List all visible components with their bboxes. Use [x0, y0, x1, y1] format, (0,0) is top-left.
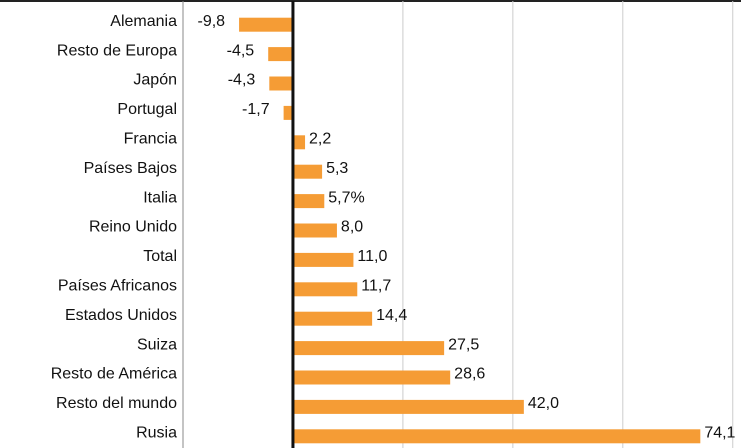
value-label: -4,3: [228, 72, 256, 89]
value-label: 11,0: [357, 248, 387, 265]
bar: [292, 429, 701, 444]
bar: [292, 194, 325, 209]
bar: [239, 17, 293, 32]
bar: [268, 47, 293, 62]
bar: [292, 164, 323, 179]
y-tick-label: Portugal: [117, 101, 177, 118]
y-tick-label: Resto de América: [51, 366, 177, 383]
bar: [292, 282, 358, 297]
y-tick-label: Resto del mundo: [56, 395, 177, 412]
bar: [283, 105, 293, 120]
bar: [269, 76, 293, 91]
value-label: 14,4: [376, 307, 407, 324]
value-label: 11,7: [361, 278, 391, 295]
y-tick-label: Total: [143, 248, 177, 265]
y-tick-label: Japón: [133, 72, 177, 89]
y-tick-label: Francia: [124, 131, 177, 148]
bar: [292, 135, 306, 150]
bar: [292, 252, 354, 267]
value-label: 74,1: [704, 425, 735, 442]
y-tick-label: Países Africanos: [58, 278, 177, 295]
bar: [292, 399, 524, 414]
y-tick-label: Estados Unidos: [65, 307, 177, 324]
bar: [292, 311, 373, 326]
value-label: 8,0: [341, 219, 363, 236]
bar: [292, 370, 451, 385]
value-label: 28,6: [454, 366, 485, 383]
value-label: 42,0: [528, 395, 559, 412]
y-tick-label: Alemania: [110, 13, 177, 30]
bar: [292, 341, 445, 356]
value-label: 27,5: [448, 336, 479, 353]
value-label: 5,7%: [328, 189, 364, 206]
value-label: -9,8: [197, 13, 225, 30]
y-tick-label: Resto de Europa: [57, 42, 177, 59]
y-tick-label: Suiza: [137, 336, 177, 353]
bar: [292, 223, 337, 238]
value-label: -4,5: [227, 42, 255, 59]
value-label: 5,3: [326, 160, 348, 177]
value-label: -1,7: [242, 101, 270, 118]
y-tick-label: Países Bajos: [84, 160, 177, 177]
y-tick-label: Italia: [143, 189, 177, 206]
y-tick-label: Reino Unido: [89, 219, 177, 236]
value-label: 2,2: [309, 131, 331, 148]
y-tick-label: Rusia: [136, 425, 177, 442]
